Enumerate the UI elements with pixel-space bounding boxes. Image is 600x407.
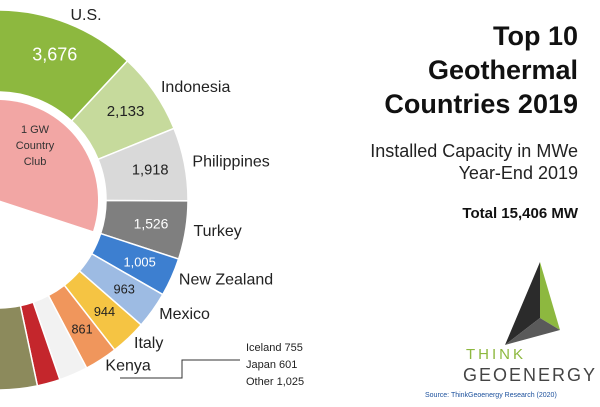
logo-icon <box>505 262 560 345</box>
category-label: Turkey <box>193 223 241 240</box>
value-label: 1,918 <box>132 162 169 178</box>
donut: 3,676 U.S. 2,133 Indonesia 1,918 Philippines 1… <box>0 7 304 391</box>
inner-label: 1 GW <box>21 124 50 136</box>
total-label: Total 15,406 MW <box>462 205 578 222</box>
segment <box>0 304 39 391</box>
inner-label: Club <box>24 156 47 168</box>
category-label: Japan <box>246 359 276 371</box>
subtitle: Year-End 2019 <box>459 163 578 183</box>
value-label: 1,005 <box>123 254 155 269</box>
category-label: Kenya <box>105 358 150 375</box>
value-label: 1,526 <box>134 215 169 231</box>
chart-title: Geothermal <box>428 55 578 85</box>
subtitle: Installed Capacity in MWe <box>370 141 578 161</box>
value-label: 601 <box>279 359 297 371</box>
category-label: Iceland <box>246 342 281 354</box>
value-label: 1,025 <box>277 376 305 388</box>
chart-title: Top 10 <box>493 21 578 51</box>
category-label: Italy <box>134 335 163 352</box>
chart-title: Countries 2019 <box>384 89 578 119</box>
other-label: Japan 601 <box>246 359 297 371</box>
category-label: Philippines <box>192 154 269 171</box>
category-label: Indonesia <box>161 79 230 96</box>
category-label: U.S. <box>70 7 101 24</box>
inner-club <box>0 100 98 232</box>
logo-text: THINK <box>466 346 526 363</box>
value-label: 2,133 <box>107 103 145 120</box>
category-label: Mexico <box>159 306 210 323</box>
value-label: 944 <box>94 304 115 319</box>
category-label: New Zealand <box>179 272 273 289</box>
inner-label: Country <box>16 140 55 152</box>
source: Source: ThinkGeoenergy Research (2020) <box>425 392 557 399</box>
connector <box>120 359 240 379</box>
other-label: Iceland 755 <box>246 342 303 354</box>
logo-text: GEOENERGY <box>463 365 597 385</box>
other-label: Other 1,025 <box>246 376 304 388</box>
category-label: Other <box>246 376 274 388</box>
value-label: 755 <box>285 342 303 354</box>
value-label: 3,676 <box>32 45 77 65</box>
value-label: 963 <box>114 281 135 296</box>
value-label: 861 <box>72 323 93 337</box>
